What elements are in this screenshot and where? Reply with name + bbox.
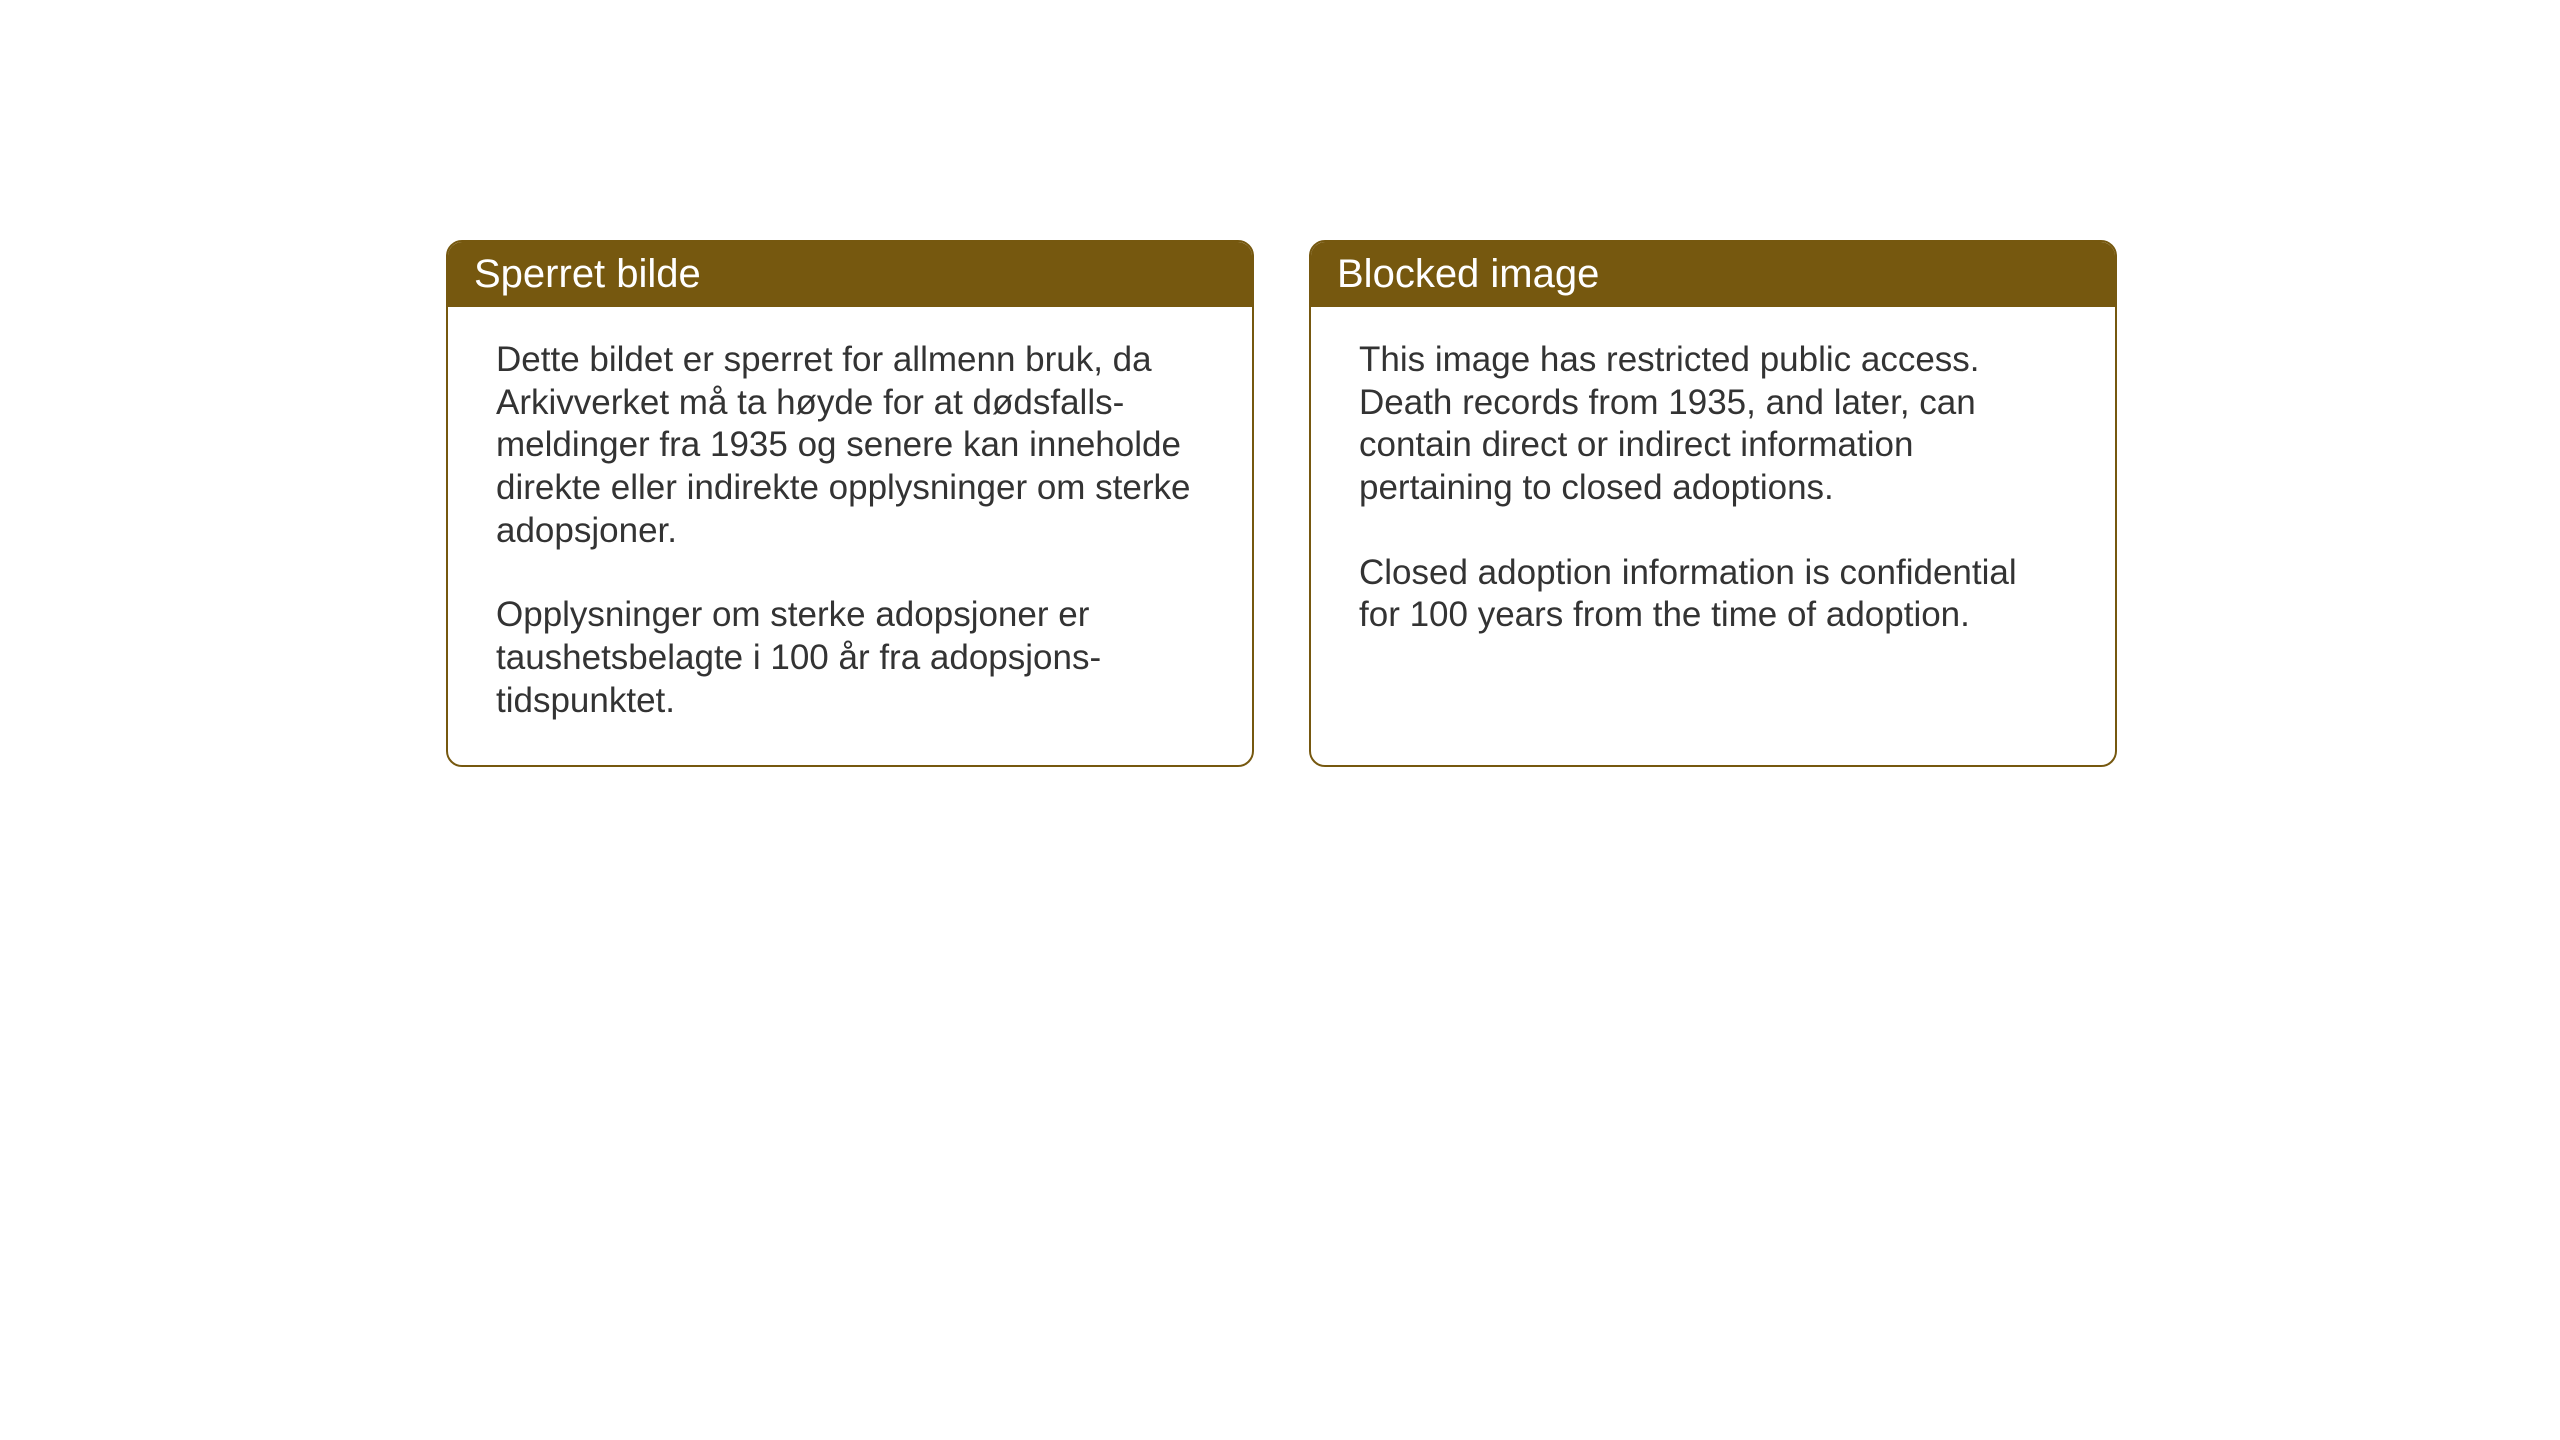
english-card-title: Blocked image [1337, 252, 1599, 296]
norwegian-card-header: Sperret bilde [448, 242, 1252, 307]
english-card-body: This image has restricted public access.… [1311, 307, 2115, 679]
english-paragraph-2: Closed adoption information is confident… [1359, 552, 2067, 637]
english-notice-card: Blocked image This image has restricted … [1309, 240, 2117, 767]
norwegian-card-body: Dette bildet er sperret for allmenn bruk… [448, 307, 1252, 765]
norwegian-card-title: Sperret bilde [474, 252, 701, 296]
english-card-header: Blocked image [1311, 242, 2115, 307]
english-paragraph-1: This image has restricted public access.… [1359, 339, 2067, 510]
notice-container: Sperret bilde Dette bildet er sperret fo… [446, 240, 2117, 767]
norwegian-paragraph-1: Dette bildet er sperret for allmenn bruk… [496, 339, 1204, 552]
norwegian-paragraph-2: Opplysninger om sterke adopsjoner er tau… [496, 594, 1204, 722]
norwegian-notice-card: Sperret bilde Dette bildet er sperret fo… [446, 240, 1254, 767]
